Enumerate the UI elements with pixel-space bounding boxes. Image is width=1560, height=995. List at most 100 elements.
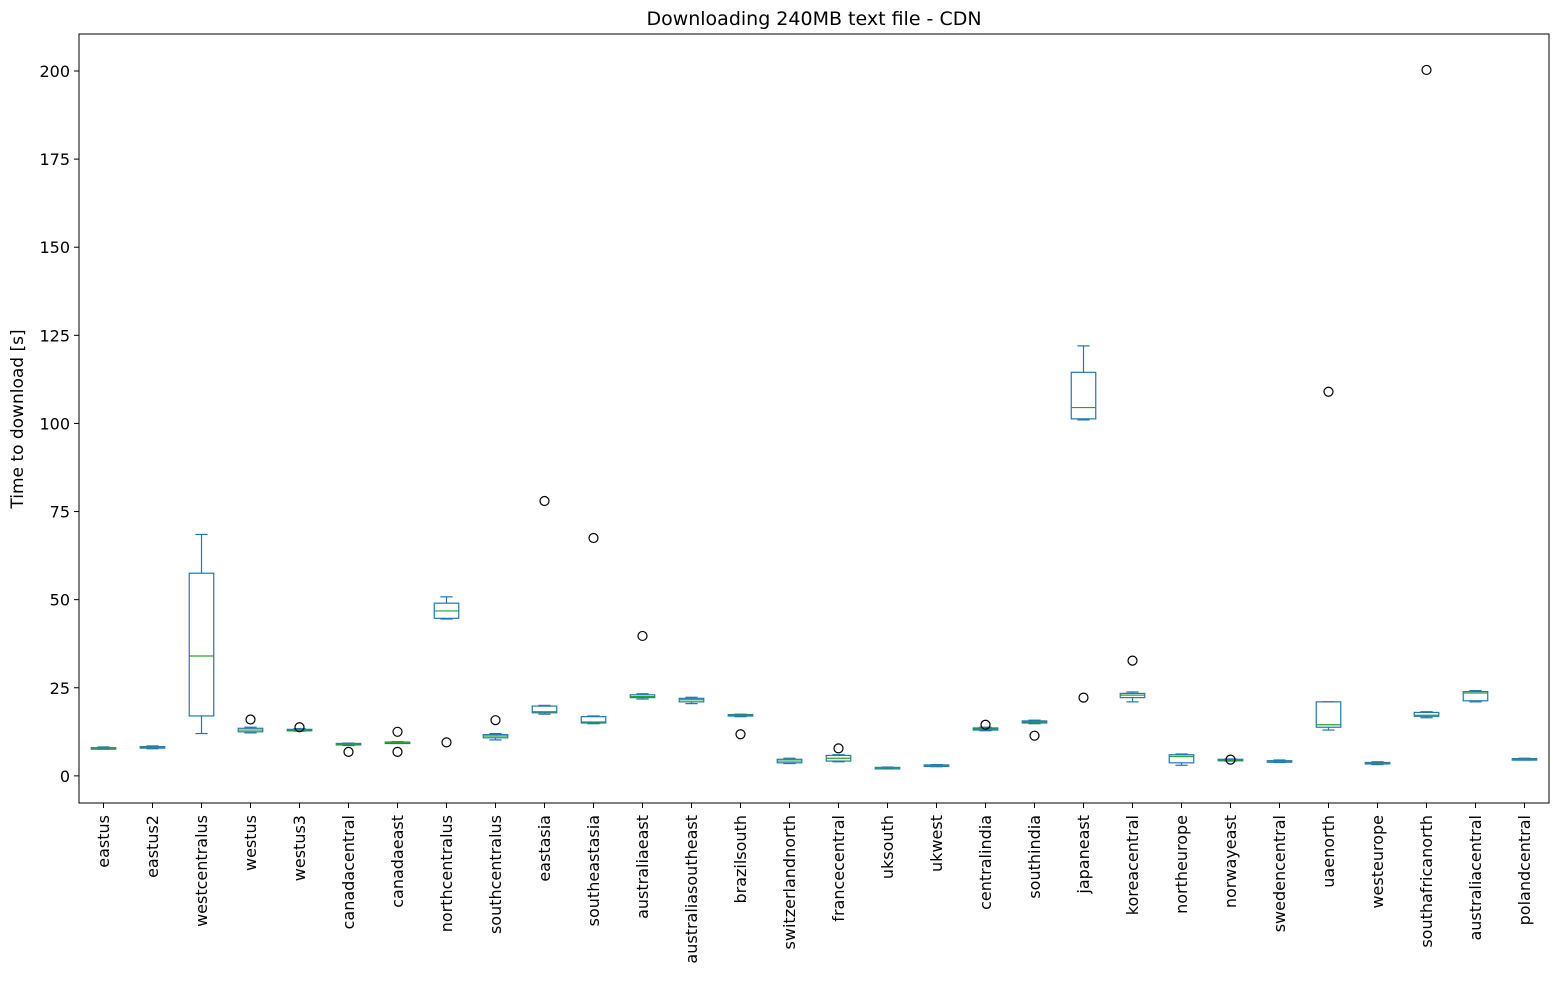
outlier-point	[735, 729, 746, 740]
box-iqr	[1070, 371, 1097, 420]
box-eastasia	[531, 495, 558, 715]
box-uksouth	[874, 766, 901, 770]
box-iqr	[1462, 691, 1489, 702]
box-switzerlandnorth	[776, 757, 803, 765]
outlier-point	[441, 737, 452, 748]
x-tick-label: australiasoutheast	[682, 815, 701, 964]
y-tick-label: 25	[50, 679, 70, 698]
x-tick-label: uaenorth	[1319, 815, 1338, 888]
box-australiacentral	[1462, 689, 1489, 703]
x-tick-label: australiacentral	[1466, 815, 1485, 941]
box-westcentralus	[188, 533, 215, 735]
y-tick-label: 50	[50, 591, 70, 610]
x-tick-label: brazilsouth	[731, 815, 750, 904]
x-tick-label: westeurope	[1368, 815, 1387, 909]
x-tick-label: francecentral	[829, 815, 848, 922]
x-tick-label: southcentralus	[486, 815, 505, 934]
box-southcentralus	[482, 715, 509, 741]
box-iqr	[188, 572, 215, 717]
outlier-point	[980, 719, 991, 730]
box-westus3	[286, 722, 313, 733]
box-iqr	[1315, 701, 1342, 728]
box-southeastasia	[580, 532, 607, 725]
x-tick-label: uksouth	[878, 815, 897, 879]
box-francecentral	[825, 743, 852, 763]
x-tick-label: westus3	[290, 815, 309, 881]
outlier-point	[294, 722, 305, 733]
x-tick-label: switzerlandnorth	[780, 815, 799, 949]
outlier-point	[392, 746, 403, 757]
y-tick-label: 0	[60, 767, 70, 786]
box-australiaeast	[629, 630, 656, 700]
y-tick-label: 175	[39, 150, 70, 169]
box-uaenorth	[1315, 386, 1342, 731]
outlier-point	[392, 726, 403, 737]
outlier-point	[539, 495, 550, 507]
plot-frame	[78, 33, 1550, 804]
x-tick-label: norwayeast	[1221, 815, 1240, 908]
x-tick-label: northeurope	[1172, 815, 1191, 914]
x-tick-label: southafricanorth	[1417, 815, 1436, 948]
box-iqr	[580, 716, 607, 724]
x-tick-label: koreacentral	[1123, 815, 1142, 915]
y-tick-label: 100	[39, 414, 70, 433]
x-tick-label: eastus2	[143, 815, 162, 878]
x-tick-label: centralindia	[976, 815, 995, 910]
box-canadacentral	[335, 742, 362, 757]
outlier-point	[490, 715, 501, 726]
x-tick-label: japaneast	[1074, 815, 1093, 895]
box-japaneast	[1070, 345, 1097, 703]
x-tick-label: eastus	[94, 815, 113, 868]
outlier-point	[1421, 64, 1432, 76]
plot-area	[90, 64, 1538, 770]
y-tick-label: 150	[39, 238, 70, 257]
outlier-point	[245, 714, 256, 725]
x-tick-label: canadacentral	[339, 815, 358, 929]
x-tick-label: australiaeast	[633, 815, 652, 919]
x-tick-label: westcentralus	[192, 815, 211, 927]
x-tick-label: northcentralus	[437, 815, 456, 932]
box-northcentralus	[433, 596, 460, 748]
outlier-point	[1323, 386, 1334, 397]
box-centralindia	[972, 719, 999, 732]
box-southafricanorth	[1413, 64, 1440, 719]
box-iqr	[1413, 711, 1440, 717]
outlier-point	[1078, 692, 1089, 703]
outlier-point	[833, 743, 844, 754]
box-canadaeast	[384, 726, 411, 757]
outlier-point	[588, 532, 599, 544]
box-eastus	[90, 746, 117, 750]
box-australiasoutheast	[678, 696, 705, 705]
x-tick-label: polandcentral	[1515, 815, 1534, 925]
x-tick-label: eastasia	[535, 815, 554, 882]
box-norwayeast	[1217, 754, 1244, 765]
outlier-point	[343, 746, 354, 757]
box-iqr	[531, 705, 558, 714]
box-westus	[237, 714, 264, 734]
y-tick-label: 125	[39, 326, 70, 345]
box-brazilsouth	[727, 713, 754, 740]
box-westeurope	[1364, 761, 1391, 766]
chart-title: Downloading 240MB text file - CDN	[646, 8, 981, 30]
y-tick-label: 200	[39, 62, 70, 81]
x-tick-label: swedencentral	[1270, 815, 1289, 932]
outlier-point	[1127, 655, 1138, 666]
box-polandcentral	[1511, 757, 1538, 761]
x-tick-label: canadaeast	[388, 815, 407, 908]
box-koreacentral	[1119, 655, 1146, 703]
outlier-point	[637, 630, 648, 642]
y-tick-label: 75	[50, 503, 70, 522]
x-tick-label: ukwest	[927, 815, 946, 872]
box-northeurope	[1168, 753, 1195, 766]
box-southindia	[1021, 719, 1048, 741]
box-ukwest	[923, 763, 950, 768]
outlier-point	[1029, 730, 1040, 741]
box-eastus2	[139, 745, 166, 750]
y-axis-label: Time to download [s]	[8, 329, 28, 509]
outlier-point	[1225, 754, 1236, 765]
box-iqr	[1168, 754, 1195, 764]
x-tick-label: southeastasia	[584, 815, 603, 926]
x-tick-label: westus	[241, 815, 260, 871]
